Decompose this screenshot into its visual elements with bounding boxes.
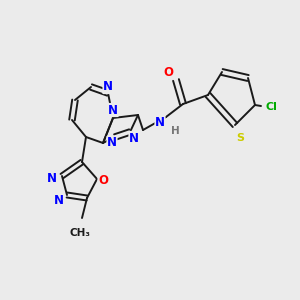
Text: N: N — [108, 103, 118, 116]
Text: N: N — [155, 116, 165, 128]
Text: N: N — [54, 194, 64, 206]
Text: H: H — [171, 126, 179, 136]
Text: O: O — [163, 65, 173, 79]
Text: O: O — [98, 175, 108, 188]
Text: S: S — [236, 133, 244, 143]
Text: N: N — [129, 131, 139, 145]
Text: N: N — [47, 172, 57, 184]
Text: N: N — [107, 136, 117, 149]
Text: N: N — [103, 80, 113, 94]
Text: CH₃: CH₃ — [70, 228, 91, 238]
Text: Cl: Cl — [265, 102, 277, 112]
